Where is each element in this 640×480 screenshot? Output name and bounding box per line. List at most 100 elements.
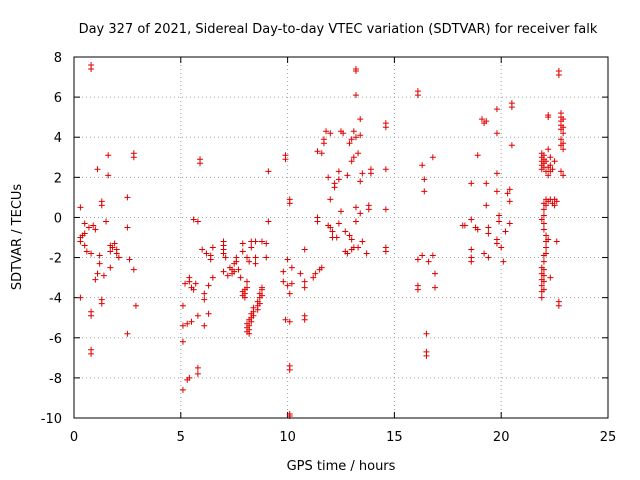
data-point (478, 116, 485, 123)
data-point (414, 286, 421, 293)
data-point (124, 224, 131, 231)
data-point (81, 220, 88, 227)
data-point (179, 386, 186, 393)
data-point (220, 250, 227, 257)
data-point (555, 302, 562, 309)
data-point (209, 274, 216, 281)
data-point (558, 136, 565, 143)
data-point (502, 228, 509, 235)
data-point (419, 252, 426, 259)
y-tick-label: -8 (49, 372, 62, 387)
data-point (109, 244, 116, 251)
data-point (246, 258, 253, 265)
data-point (186, 374, 193, 381)
data-point (545, 172, 552, 179)
data-point (197, 160, 204, 167)
data-point (331, 180, 338, 187)
data-point (263, 240, 270, 247)
data-point (286, 366, 293, 373)
data-point (560, 146, 567, 153)
data-point (231, 268, 238, 275)
data-point (130, 154, 137, 161)
data-point (508, 142, 515, 149)
data-point (540, 266, 547, 273)
data-point (244, 254, 251, 261)
data-point (540, 258, 547, 265)
data-point (485, 254, 492, 261)
data-point (468, 216, 475, 223)
data-point (538, 294, 545, 301)
data-point (508, 104, 515, 111)
data-point (545, 146, 552, 153)
data-points (77, 62, 567, 419)
data-point (194, 364, 201, 371)
data-point (288, 280, 295, 287)
data-point (504, 190, 511, 197)
data-point (493, 240, 500, 247)
data-point (431, 270, 438, 277)
data-point (263, 254, 270, 261)
data-point (500, 258, 507, 265)
y-axis-label: SDTVAR / TECUs (10, 184, 25, 291)
data-point (88, 250, 95, 257)
data-point (98, 300, 105, 307)
data-point (94, 166, 101, 173)
data-point (560, 172, 567, 179)
data-point (96, 260, 103, 267)
data-point (560, 124, 567, 131)
data-point (288, 264, 295, 271)
data-point (280, 278, 287, 285)
data-point (83, 248, 90, 255)
data-point (355, 150, 362, 157)
data-point (286, 318, 293, 325)
data-point (335, 220, 342, 227)
y-tick-label: -6 (49, 332, 62, 347)
data-point (352, 218, 359, 225)
data-point (338, 208, 344, 215)
data-point (194, 370, 201, 377)
data-point (540, 226, 547, 233)
data-point (357, 132, 364, 139)
data-point (493, 130, 500, 137)
data-point (124, 194, 131, 201)
data-point (88, 312, 95, 319)
x-tick-label: 20 (493, 430, 510, 445)
data-point (325, 174, 332, 181)
data-point (92, 226, 99, 233)
y-tick-label: -10 (41, 412, 62, 427)
data-point (203, 250, 210, 257)
data-point (94, 270, 101, 277)
data-point (414, 92, 421, 99)
data-point (186, 278, 193, 285)
data-point (314, 218, 321, 225)
data-point (350, 154, 357, 161)
data-point (237, 274, 244, 281)
plot-frame (73, 56, 609, 419)
data-point (540, 206, 547, 213)
data-point (425, 258, 432, 265)
data-point (468, 246, 475, 253)
data-point (551, 158, 558, 165)
data-point (346, 232, 353, 239)
data-point (543, 158, 550, 165)
data-point (540, 272, 547, 279)
y-tick-label: 6 (54, 91, 62, 106)
data-point (248, 244, 255, 251)
data-point (179, 302, 186, 309)
data-point (88, 350, 95, 357)
data-point (493, 188, 500, 195)
data-point (81, 242, 88, 249)
data-point (107, 264, 114, 271)
data-point (359, 170, 366, 177)
data-point (113, 246, 120, 253)
data-point (547, 154, 554, 161)
y-tick-label: 0 (54, 211, 62, 226)
data-point (254, 306, 261, 313)
data-point (233, 258, 240, 265)
data-point (265, 168, 272, 175)
data-point (258, 238, 265, 245)
x-tick-label: 5 (177, 430, 185, 445)
data-point (329, 228, 336, 235)
data-point (301, 284, 308, 291)
data-point (318, 264, 325, 271)
